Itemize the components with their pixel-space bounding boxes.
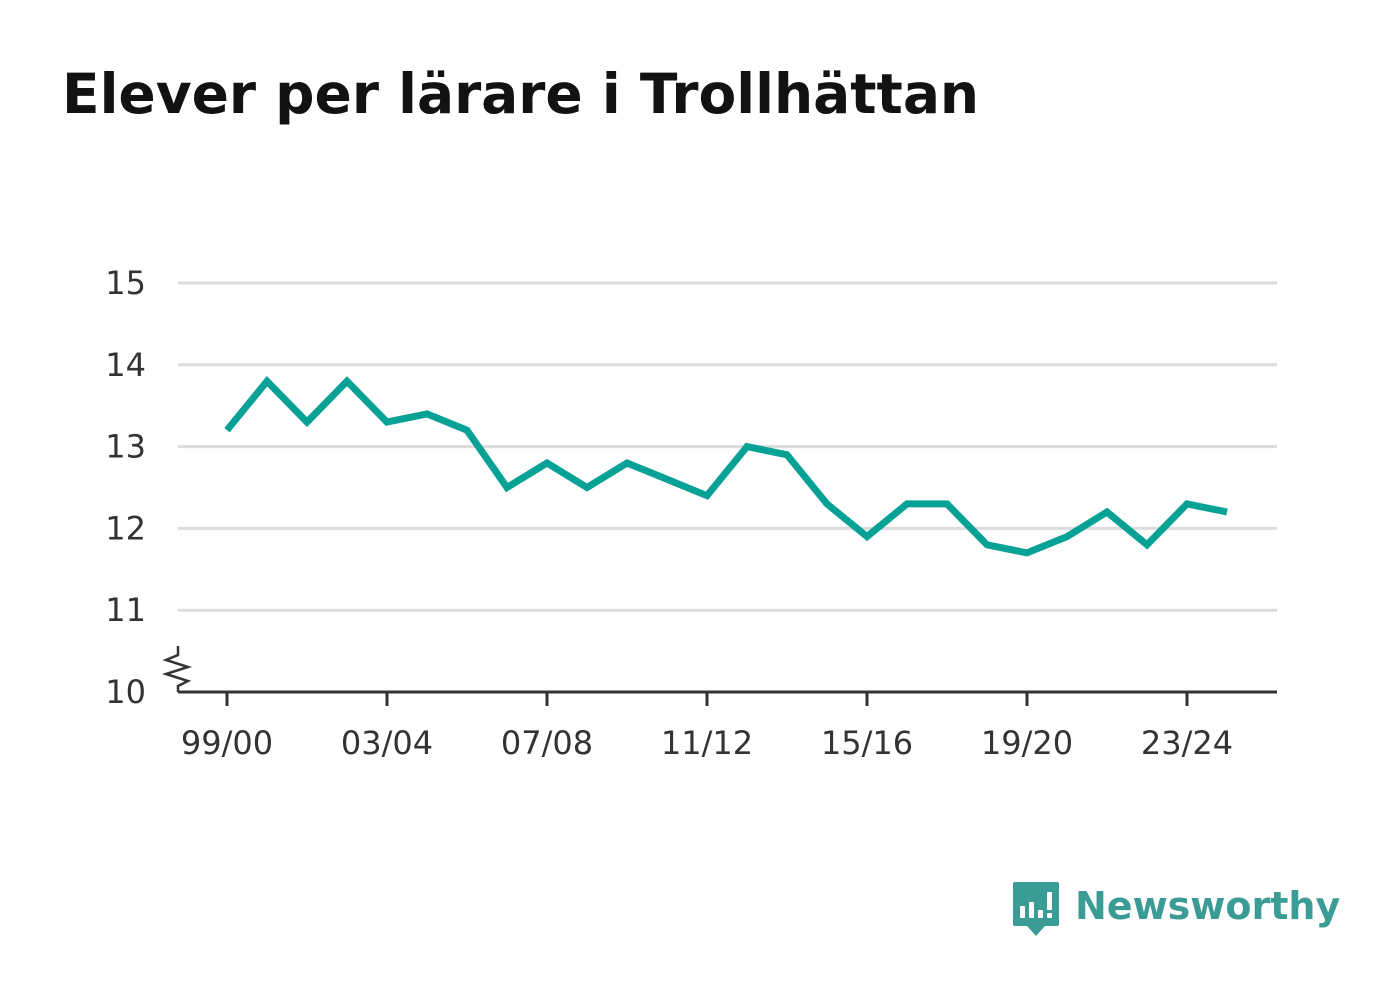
x-tick-label: 23/24 bbox=[1141, 724, 1233, 762]
grid-lines bbox=[178, 281, 1277, 612]
y-tick-label: 15 bbox=[105, 264, 146, 302]
y-tick-label: 12 bbox=[105, 509, 146, 547]
y-tick-label: 14 bbox=[105, 346, 146, 384]
series-line bbox=[224, 375, 1228, 557]
brand-name: Newsworthy bbox=[1075, 884, 1341, 928]
y-tick-label: 13 bbox=[105, 428, 146, 466]
newsworthy-logo-icon bbox=[1013, 882, 1059, 936]
x-tick-label: 19/20 bbox=[981, 724, 1073, 762]
x-tick-label: 99/00 bbox=[181, 724, 273, 762]
axis-break-zigzag bbox=[161, 646, 193, 692]
x-tick-label: 15/16 bbox=[821, 724, 913, 762]
chart-title: Elever per lärare i Trollhättan bbox=[62, 62, 980, 126]
y-tick-label: 10 bbox=[105, 673, 146, 711]
y-tick-label: 11 bbox=[105, 591, 146, 629]
x-axis-ticks: 99/00 03/04 07/08 11/12 15/16 19/20 23/24 bbox=[181, 692, 1233, 762]
brand-logo: Newsworthy bbox=[1011, 880, 1340, 940]
series-layer bbox=[224, 375, 1228, 557]
x-tick-label: 03/04 bbox=[341, 724, 433, 762]
axis-break-icon bbox=[161, 646, 193, 692]
y-axis-ticks: 10 11 12 13 14 15 bbox=[105, 264, 146, 711]
x-tick-label: 07/08 bbox=[501, 724, 593, 762]
x-tick-label: 11/12 bbox=[661, 724, 753, 762]
